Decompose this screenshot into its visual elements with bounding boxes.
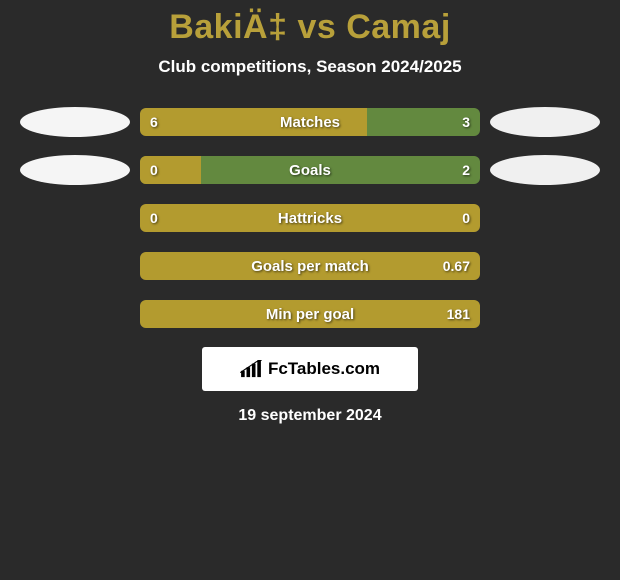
stat-row: 63Matches <box>0 107 620 137</box>
stat-rows-container: 63Matches 02Goals 00Hattricks 0.67Goals per… <box>0 107 620 329</box>
spacer <box>490 203 600 233</box>
date-label: 19 september 2024 <box>0 407 620 425</box>
bar-chart-icon <box>240 360 262 378</box>
stat-bar: 00Hattricks <box>140 204 480 232</box>
stat-bar: 63Matches <box>140 108 480 136</box>
stat-row: 02Goals <box>0 155 620 185</box>
stat-bar: 0.67Goals per match <box>140 252 480 280</box>
stat-label: Matches <box>140 108 480 136</box>
player-left-marker <box>20 155 130 185</box>
player-left-marker <box>20 107 130 137</box>
spacer <box>20 203 130 233</box>
stat-bar: 181Min per goal <box>140 300 480 328</box>
attribution-badge[interactable]: FcTables.com <box>202 347 418 391</box>
subtitle: Club competitions, Season 2024/2025 <box>0 57 620 77</box>
player-right-marker <box>490 155 600 185</box>
stat-label: Goals <box>140 156 480 184</box>
page-title: BakiÄ‡ vs Camaj <box>0 8 620 47</box>
stat-bar: 02Goals <box>140 156 480 184</box>
stat-label: Min per goal <box>140 300 480 328</box>
spacer <box>20 299 130 329</box>
spacer <box>490 251 600 281</box>
spacer <box>20 251 130 281</box>
attribution-text: FcTables.com <box>268 359 380 379</box>
stat-row: 0.67Goals per match <box>0 251 620 281</box>
stats-comparison-card: BakiÄ‡ vs Camaj Club competitions, Seaso… <box>0 0 620 425</box>
player-right-marker <box>490 107 600 137</box>
spacer <box>490 299 600 329</box>
stat-label: Goals per match <box>140 252 480 280</box>
stat-row: 00Hattricks <box>0 203 620 233</box>
stat-row: 181Min per goal <box>0 299 620 329</box>
stat-label: Hattricks <box>140 204 480 232</box>
